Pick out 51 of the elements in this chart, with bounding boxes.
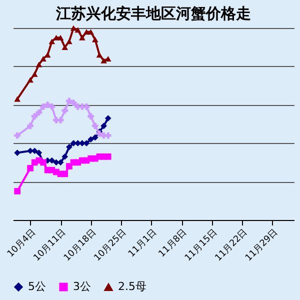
point [36, 150, 42, 156]
point [79, 34, 86, 40]
point [74, 27, 82, 33]
point [88, 29, 94, 35]
point [62, 170, 68, 178]
point [70, 25, 77, 31]
legend-label: 5公 [28, 280, 46, 293]
point [14, 188, 20, 194]
point [88, 136, 94, 143]
point [70, 100, 77, 106]
point [96, 52, 103, 58]
legend-label: 2.5母 [118, 280, 146, 294]
point [57, 117, 64, 124]
point [40, 56, 46, 62]
point [104, 132, 112, 139]
point [92, 122, 98, 130]
point [62, 107, 68, 114]
point [66, 144, 72, 150]
legend-label: 3公 [73, 280, 91, 293]
point [83, 140, 90, 146]
point [104, 115, 112, 122]
point [62, 153, 68, 160]
point [27, 122, 34, 130]
point [48, 38, 56, 44]
point [36, 62, 42, 68]
point [66, 38, 72, 44]
point [104, 56, 112, 62]
x-tick-label: 11月1日 [126, 228, 159, 260]
chart-title: 江苏兴化安丰地区河蟹价格走 [55, 4, 251, 22]
point [14, 150, 20, 156]
point [57, 159, 64, 166]
point [14, 96, 20, 102]
point [92, 36, 98, 42]
point [40, 104, 46, 110]
point [100, 58, 107, 64]
point [31, 71, 38, 77]
point [48, 104, 56, 110]
point [48, 157, 56, 164]
point [92, 134, 98, 141]
point [44, 52, 51, 58]
point [104, 153, 112, 160]
point [36, 109, 42, 116]
point [57, 34, 64, 40]
point [31, 113, 38, 120]
point [88, 113, 94, 120]
point [27, 165, 34, 172]
point [14, 132, 20, 139]
point [66, 98, 72, 104]
point [27, 77, 34, 83]
point [62, 44, 68, 50]
point [100, 122, 107, 130]
